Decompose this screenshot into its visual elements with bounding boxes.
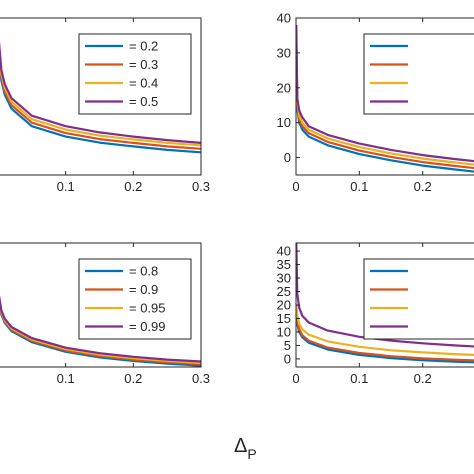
legend-label: = 0.9 bbox=[129, 282, 158, 297]
y-tick-label: 15 bbox=[277, 311, 291, 326]
legend-label: = 0.3 bbox=[129, 57, 158, 72]
series-line-4 bbox=[296, 243, 474, 348]
x-tick-label: 0.2 bbox=[414, 179, 432, 194]
legend-label: = 0.8 bbox=[129, 264, 158, 279]
x-tick-label: 0 bbox=[292, 371, 299, 386]
y-tick-label: 5 bbox=[284, 338, 291, 353]
x-tick-label: 0.1 bbox=[57, 179, 75, 194]
series-line-3 bbox=[296, 304, 474, 357]
axes-box bbox=[0, 242, 202, 368]
series-line-4 bbox=[0, 295, 201, 363]
x-tick-label: 0.2 bbox=[124, 179, 142, 194]
series-line-4 bbox=[296, 24, 474, 163]
y-tick-label: 25 bbox=[277, 284, 291, 299]
y-tick-label: 30 bbox=[277, 45, 291, 60]
chart-bottom-left: 0.1 0.2 0.3 = 0.8 = 0.9 = 0.95 = 0.99 bbox=[0, 242, 210, 386]
y-tick-label: 30 bbox=[277, 271, 291, 286]
legend-label: = 0.5 bbox=[129, 94, 158, 109]
axes-box bbox=[0, 17, 202, 176]
x-axis-label-sub: P bbox=[247, 446, 256, 462]
chart-top-left: 0.1 0.2 0.3 = 0.2 = 0.3 = 0.4 = 0.5 bbox=[0, 17, 210, 194]
y-tick-label: 20 bbox=[277, 298, 291, 313]
axes-box bbox=[295, 17, 474, 176]
x-tick-label: 0.3 bbox=[192, 371, 210, 386]
x-tick-label: 0.1 bbox=[350, 371, 368, 386]
series-line-2 bbox=[296, 310, 474, 362]
y-tick-label: 0 bbox=[284, 351, 291, 366]
y-tick-label: 10 bbox=[277, 115, 291, 130]
chart-top-right: 0 0.1 0.2 0 10 20 30 40 bbox=[277, 11, 474, 194]
y-tick-label: 10 bbox=[277, 324, 291, 339]
x-tick-label: 0.1 bbox=[57, 371, 75, 386]
x-tick-label: 0.2 bbox=[124, 371, 142, 386]
x-axis-label: ΔP bbox=[234, 435, 257, 462]
series-line-4 bbox=[0, 41, 201, 144]
legend: = 0.2 = 0.3 = 0.4 = 0.5 bbox=[78, 33, 192, 115]
legend bbox=[363, 258, 474, 340]
y-tick-label: 35 bbox=[277, 257, 291, 272]
x-tick-label: 0.2 bbox=[414, 371, 432, 386]
y-tick-label: 40 bbox=[277, 11, 291, 26]
x-tick-label: 0 bbox=[292, 179, 299, 194]
x-tick-label: 0.3 bbox=[192, 179, 210, 194]
legend-label: = 0.2 bbox=[129, 39, 158, 54]
legend: = 0.8 = 0.9 = 0.95 = 0.99 bbox=[78, 258, 192, 340]
y-tick-label: 40 bbox=[277, 244, 291, 259]
y-tick-label: 20 bbox=[277, 80, 291, 95]
legend-label: = 0.95 bbox=[129, 301, 166, 316]
y-tick-label: 0 bbox=[284, 150, 291, 165]
legend-label: = 0.99 bbox=[129, 319, 166, 334]
x-tick-label: 0.1 bbox=[350, 179, 368, 194]
legend bbox=[363, 33, 474, 115]
legend-label: = 0.4 bbox=[129, 76, 158, 91]
x-axis-label-main: Δ bbox=[234, 435, 247, 457]
